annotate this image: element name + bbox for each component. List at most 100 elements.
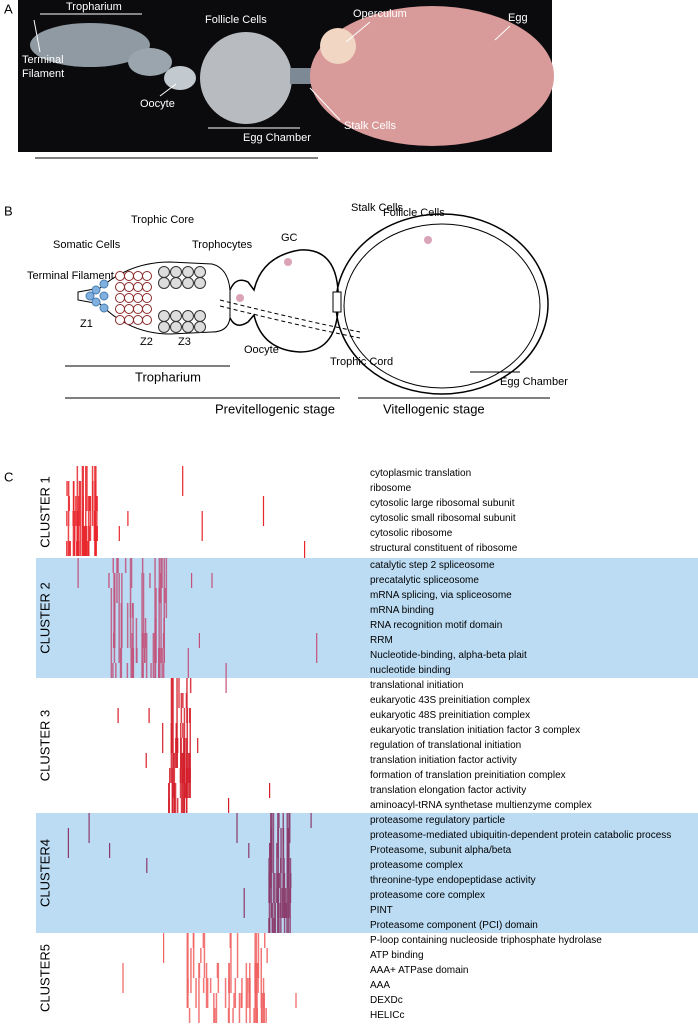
heatmap-stripe [119, 648, 122, 678]
heatmap-stripe [94, 541, 96, 556]
heatmap-stripe [78, 541, 80, 556]
heatmap-stripe [82, 466, 84, 511]
heatmap-stripe [248, 978, 250, 993]
heatmap-stripe [253, 1008, 255, 1023]
heatmap-stripe [149, 573, 151, 588]
heatmap-stripe [191, 573, 193, 588]
heatmap-stripe [77, 558, 79, 588]
cell [124, 293, 134, 303]
heatmap-stripe [152, 633, 155, 678]
cells [85, 266, 206, 333]
cell [115, 304, 125, 314]
oocyte-chamber [229, 249, 339, 353]
heatmap-stripe [180, 798, 183, 813]
heatmap-stripe [245, 963, 248, 1023]
term-label: proteasome core complex [370, 890, 485, 901]
heatmap-stripe [73, 526, 76, 556]
heatmap-stripe [248, 843, 250, 858]
label: Egg Chamber [500, 376, 568, 388]
heatmap-stripe [278, 873, 280, 888]
heatmap-stripe [67, 526, 70, 556]
term-label: ATP binding [370, 950, 424, 961]
heatmap-stripe [154, 558, 156, 678]
cell [158, 277, 170, 289]
heatmap-stripe [180, 693, 183, 723]
heatmap-stripe [205, 963, 208, 1008]
heatmap-stripe [186, 708, 188, 753]
cell [182, 277, 194, 289]
cluster-band [36, 558, 698, 678]
heatmap-stripe [271, 813, 273, 873]
cell [158, 321, 170, 333]
heatmap-stripe [89, 496, 92, 541]
term-label: translation elongation factor activity [370, 785, 526, 796]
term-label: proteasome regulatory particle [370, 815, 506, 826]
heatmap-stripe [286, 858, 289, 888]
heatmap-stripe [179, 768, 182, 783]
heatmap-stripe [142, 633, 144, 678]
heatmap-stripe [286, 918, 288, 933]
term-label: mRNA splicing, via spliceosome [370, 590, 512, 601]
heatmap-stripe [200, 948, 202, 963]
heatmap-stripe [278, 813, 280, 828]
heatmap-stripe [272, 918, 274, 933]
heatmap-stripe [165, 558, 168, 618]
heatmap-stripe [124, 558, 127, 573]
heatmap-stripe [216, 963, 219, 978]
heatmap-stripe [215, 993, 218, 1023]
egg-chamber-inner [343, 223, 541, 389]
cell [133, 271, 143, 281]
heatmap-stripe [274, 903, 276, 933]
heatmap-stripe [75, 496, 77, 526]
label: Terminal [22, 54, 64, 66]
heatmap-stripe [132, 603, 134, 678]
label: Tropharium [135, 369, 201, 384]
heatmap-stripe [183, 753, 185, 768]
pointer [33, 19, 41, 53]
heatmap-stripe [187, 648, 189, 678]
heatmap-stripe [195, 978, 197, 1008]
heatmap-stripe [288, 813, 290, 918]
heatmap-stripe [88, 526, 91, 541]
heatmap-stripe [289, 813, 291, 843]
heatmap-stripe [130, 558, 133, 588]
heatmap-stripe [174, 783, 177, 813]
heatmap-stripe [108, 573, 110, 588]
heatmap-stripe [76, 496, 79, 556]
term-label: cytosolic ribosome [370, 528, 453, 539]
heatmap-stripe [160, 558, 162, 648]
heatmap-stripe [187, 768, 189, 783]
heatmap-stripe [148, 708, 150, 723]
heatmap-stripe [170, 693, 173, 753]
heatmap-stripe [198, 633, 200, 648]
heatmap-stripe [122, 963, 124, 993]
cell [115, 293, 125, 303]
term-label: eukaryotic 43S preinitiation complex [370, 695, 530, 706]
heatmap-stripe [169, 768, 171, 783]
heatmap-stripe [270, 873, 272, 918]
heatmap-stripe [145, 753, 147, 768]
heatmap-stripe [118, 526, 120, 541]
heatmap-stripe [86, 466, 88, 511]
label: Stalk Cells [344, 120, 396, 132]
cell [182, 266, 194, 278]
heatmap-stripe [225, 663, 227, 693]
heatmap-stripe [276, 843, 278, 888]
heatmap-stripe [141, 558, 144, 573]
cell [124, 282, 134, 292]
panel-label: B [4, 203, 13, 218]
heatmap-stripe [130, 648, 132, 678]
heatmap-stripe [141, 573, 143, 678]
cell [142, 293, 152, 303]
gc [284, 258, 292, 266]
label: Z3 [178, 336, 191, 348]
heatmap-stripe [246, 993, 248, 1008]
label: Follicle Cells [205, 14, 267, 26]
pointer [159, 83, 177, 97]
heatmap-stripe [247, 978, 249, 993]
heatmap-stripe [142, 663, 144, 678]
cell [170, 277, 182, 289]
heatmap-stripe [236, 813, 238, 843]
label: Follicle Cells [383, 207, 445, 219]
cell [194, 277, 206, 289]
